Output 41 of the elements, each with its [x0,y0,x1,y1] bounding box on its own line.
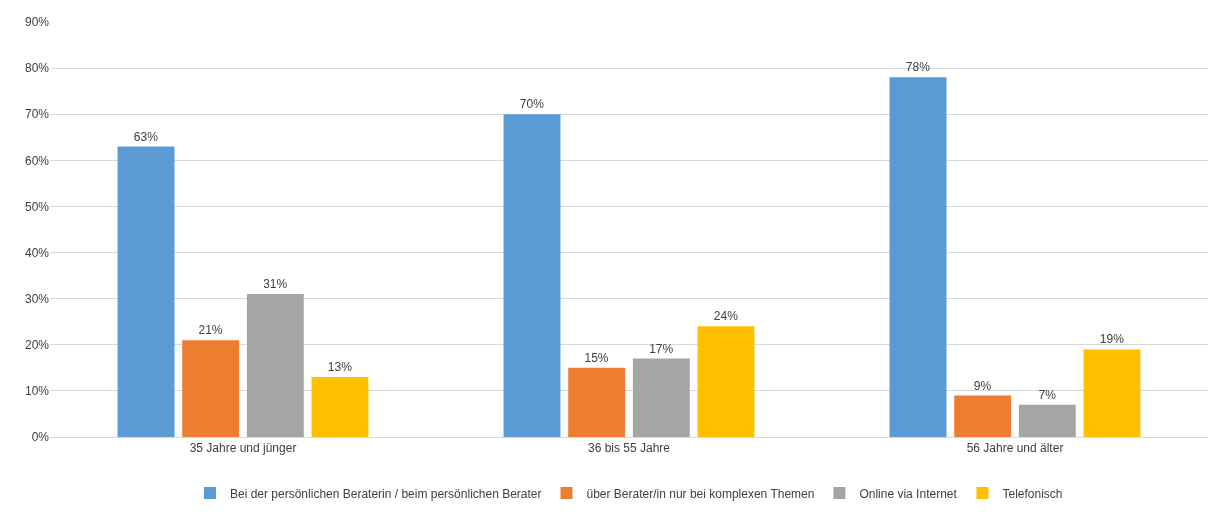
data-label: 63% [133,129,159,144]
x-tick-label: 36 bis 55 Jahre [587,441,671,456]
legend-label: über Berater/in nur bei komplexen Themen [586,486,815,501]
x-tick-label: 35 Jahre und jünger [189,441,297,456]
data-label: 24% [713,309,739,324]
y-tick-label: 20% [24,337,50,352]
data-label: 21% [198,323,223,338]
bar [1018,404,1076,437]
data-label: 17% [649,341,674,356]
legend-label: Bei der persönlichen Beraterin / beim persönlichen Berater [230,486,542,501]
bar [697,326,755,437]
y-tick-label: 30% [24,291,50,306]
y-tick-label: 80% [24,61,50,76]
bar [632,358,690,437]
y-tick-label: 0% [31,430,50,445]
y-tick-label: 40% [24,245,50,260]
y-tick-label: 50% [24,199,50,214]
bar [889,77,947,437]
bar [503,114,561,437]
y-tick-label: 60% [24,153,50,168]
data-label: 15% [584,350,609,365]
data-label: 70% [519,97,545,112]
legend-label: Telefonisch [1002,486,1063,501]
y-tick-label: 10% [24,384,50,399]
data-label: 9% [973,378,992,393]
y-tick-label: 70% [24,107,50,122]
y-tick-label: 90% [24,15,50,30]
bar [182,340,240,437]
legend-label: Online via Internet [859,486,958,501]
data-label: 19% [1099,332,1125,347]
bar [1083,349,1141,437]
bar [568,367,626,437]
data-label: 78% [905,60,931,75]
bar [117,146,175,437]
bar [311,377,369,437]
data-label: 13% [327,360,353,375]
bar [954,395,1012,437]
x-tick-label: 56 Jahre und älter [966,441,1064,456]
data-label: 7% [1038,387,1057,402]
data-label: 31% [263,277,288,292]
bar [246,294,304,437]
